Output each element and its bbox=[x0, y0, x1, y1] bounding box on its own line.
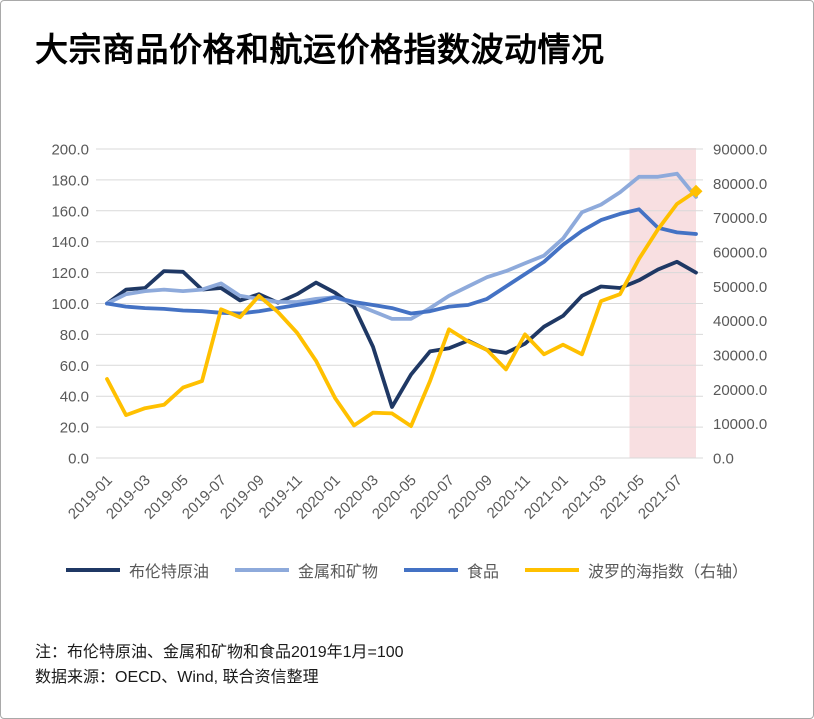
left-axis-tick-label: 0.0 bbox=[68, 451, 89, 468]
left-axis-tick-label: 180.0 bbox=[51, 172, 89, 189]
line-chart: 0.0 20.0 40.0 60.0 80.0 100.0 120.0 140.0 160.0 1… bbox=[51, 142, 767, 523]
left-axis-tick-label: 100.0 bbox=[51, 296, 89, 313]
legend-label-baltic: 波罗的海指数（右轴） bbox=[588, 564, 749, 581]
right-axis-tick-label: 10000.0 bbox=[713, 416, 767, 433]
right-axis-tick-label: 60000.0 bbox=[713, 245, 767, 262]
right-axis-tick-label: 0.0 bbox=[713, 451, 734, 468]
legend-label-food: 食品 bbox=[467, 564, 500, 581]
right-axis-tick-label: 40000.0 bbox=[713, 313, 767, 330]
left-axis-tick-label: 140.0 bbox=[51, 234, 89, 251]
left-axis-tick-label: 120.0 bbox=[51, 265, 89, 282]
right-axis-tick-label: 50000.0 bbox=[713, 279, 767, 296]
series-line-food bbox=[105, 207, 698, 316]
chart-title: 大宗商品价格和航运价格指数波动情况 bbox=[35, 31, 605, 68]
legend-swatch-brent bbox=[65, 568, 120, 572]
legend-item-food: 食品 bbox=[404, 558, 499, 582]
left-axis-tick-label: 40.0 bbox=[60, 389, 89, 406]
right-axis-tick-label: 70000.0 bbox=[713, 210, 767, 227]
chart-legend: 布伦特原油 金属和矿物 食品 波罗的海指数（右轴） bbox=[1, 558, 813, 582]
series-line-metals bbox=[105, 171, 698, 321]
left-axis-tick-label: 200.0 bbox=[51, 142, 89, 159]
legend-label-brent: 布伦特原油 bbox=[128, 564, 209, 581]
baltic-end-marker-icon bbox=[689, 184, 703, 198]
right-axis-tick-label: 20000.0 bbox=[713, 382, 767, 399]
legend-swatch-baltic bbox=[525, 568, 580, 572]
legend-swatch-metals bbox=[234, 568, 289, 572]
right-axis-tick-label: 30000.0 bbox=[713, 348, 767, 365]
right-axis-tick-label: 90000.0 bbox=[713, 142, 767, 159]
left-axis-tick-label: 80.0 bbox=[60, 327, 89, 344]
right-axis-tick-label: 80000.0 bbox=[713, 176, 767, 193]
chart-footnotes: 注：布伦特原油、金属和矿物和食品2019年1月=100 数据来源：OECD、Wi… bbox=[35, 640, 404, 690]
left-axis-tick-label: 60.0 bbox=[60, 358, 89, 375]
legend-item-metals: 金属和矿物 bbox=[234, 558, 378, 582]
legend-swatch-food bbox=[404, 568, 458, 572]
legend-item-brent: 布伦特原油 bbox=[65, 558, 209, 582]
left-axis-tick-label: 160.0 bbox=[51, 203, 89, 220]
legend-item-baltic: 波罗的海指数（右轴） bbox=[525, 558, 748, 582]
left-axis-tick-label: 20.0 bbox=[60, 420, 89, 437]
footnote-base: 注：布伦特原油、金属和矿物和食品2019年1月=100 bbox=[35, 644, 404, 661]
series-line-baltic bbox=[105, 189, 698, 429]
footnote-source: 数据来源：OECD、Wind, 联合资信整理 bbox=[35, 669, 319, 686]
legend-label-metals: 金属和矿物 bbox=[297, 564, 378, 581]
